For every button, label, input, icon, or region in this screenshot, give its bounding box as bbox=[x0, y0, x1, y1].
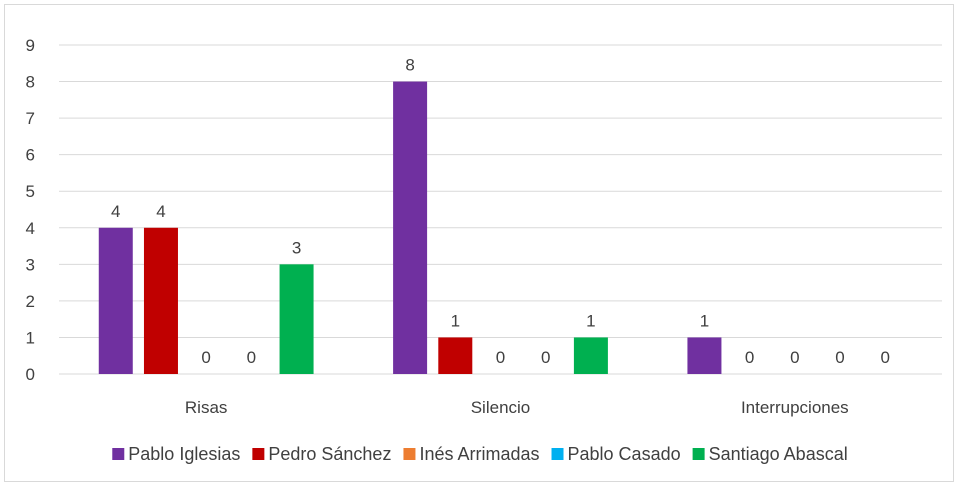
bar bbox=[573, 337, 608, 374]
bar bbox=[279, 264, 314, 374]
y-tick-label: 5 bbox=[26, 182, 35, 201]
data-label: 1 bbox=[586, 311, 595, 330]
data-label: 8 bbox=[405, 56, 414, 75]
y-tick-label: 8 bbox=[26, 73, 35, 92]
legend-label: Inés Arrimadas bbox=[419, 444, 539, 464]
x-category-label: Risas bbox=[185, 398, 228, 417]
data-label: 0 bbox=[835, 348, 844, 367]
data-label: 4 bbox=[111, 202, 120, 221]
data-label: 0 bbox=[247, 348, 256, 367]
y-tick-label: 9 bbox=[26, 36, 35, 55]
bar-chart: 0 1 2 3 4 5 6 7 8 9 4 4 0 0 3 8 1 0 0 1 1 0 0 0 0 Risas Silencio… bbox=[26, 36, 942, 464]
bar bbox=[393, 81, 428, 375]
bar bbox=[98, 227, 133, 374]
data-label: 0 bbox=[201, 348, 210, 367]
y-tick-label: 3 bbox=[26, 255, 35, 274]
gridlines bbox=[59, 44, 942, 375]
data-label: 0 bbox=[880, 348, 889, 367]
bar bbox=[143, 227, 178, 374]
x-axis-categories: Risas Silencio Interrupciones bbox=[185, 398, 849, 417]
data-label: 1 bbox=[451, 311, 460, 330]
data-label: 1 bbox=[700, 311, 709, 330]
legend-item: Pedro Sánchez bbox=[252, 444, 391, 464]
bar bbox=[687, 337, 722, 374]
legend-swatch bbox=[403, 448, 416, 460]
legend-item: Inés Arrimadas bbox=[403, 444, 540, 464]
legend-label: Pedro Sánchez bbox=[268, 444, 391, 464]
y-tick-label: 7 bbox=[26, 109, 35, 128]
legend-swatch bbox=[692, 448, 705, 460]
legend-swatch bbox=[551, 448, 564, 460]
y-tick-label: 1 bbox=[26, 328, 35, 347]
y-axis-ticks: 0 1 2 3 4 5 6 7 8 9 bbox=[26, 36, 35, 384]
data-label: 0 bbox=[496, 348, 505, 367]
legend-swatch bbox=[252, 448, 265, 460]
legend-label: Pablo Casado bbox=[568, 444, 681, 464]
bar bbox=[438, 337, 473, 374]
data-label: 0 bbox=[790, 348, 799, 367]
legend-label: Pablo Iglesias bbox=[128, 444, 240, 464]
y-tick-label: 0 bbox=[26, 365, 35, 384]
data-label: 4 bbox=[156, 202, 165, 221]
data-label: 3 bbox=[292, 238, 301, 257]
x-category-label: Interrupciones bbox=[741, 398, 849, 417]
legend-swatch bbox=[112, 448, 125, 460]
legend-item: Pablo Iglesias bbox=[112, 444, 240, 464]
y-tick-label: 4 bbox=[26, 219, 35, 238]
data-label: 0 bbox=[745, 348, 754, 367]
y-tick-label: 6 bbox=[26, 146, 35, 165]
legend-item: Pablo Casado bbox=[551, 444, 681, 464]
x-category-label: Silencio bbox=[471, 398, 531, 417]
chart-frame: 0 1 2 3 4 5 6 7 8 9 4 4 0 0 3 8 1 0 0 1 1 0 0 0 0 Risas Silencio… bbox=[4, 4, 954, 482]
bars bbox=[98, 81, 722, 375]
legend-item: Santiago Abascal bbox=[692, 444, 848, 464]
data-label: 0 bbox=[541, 348, 550, 367]
y-tick-label: 2 bbox=[26, 292, 35, 311]
legend-label: Santiago Abascal bbox=[709, 444, 848, 464]
data-labels: 4 4 0 0 3 8 1 0 0 1 1 0 0 0 0 bbox=[111, 56, 890, 367]
legend: Pablo Iglesias Pedro Sánchez Inés Arrimada… bbox=[112, 444, 848, 464]
